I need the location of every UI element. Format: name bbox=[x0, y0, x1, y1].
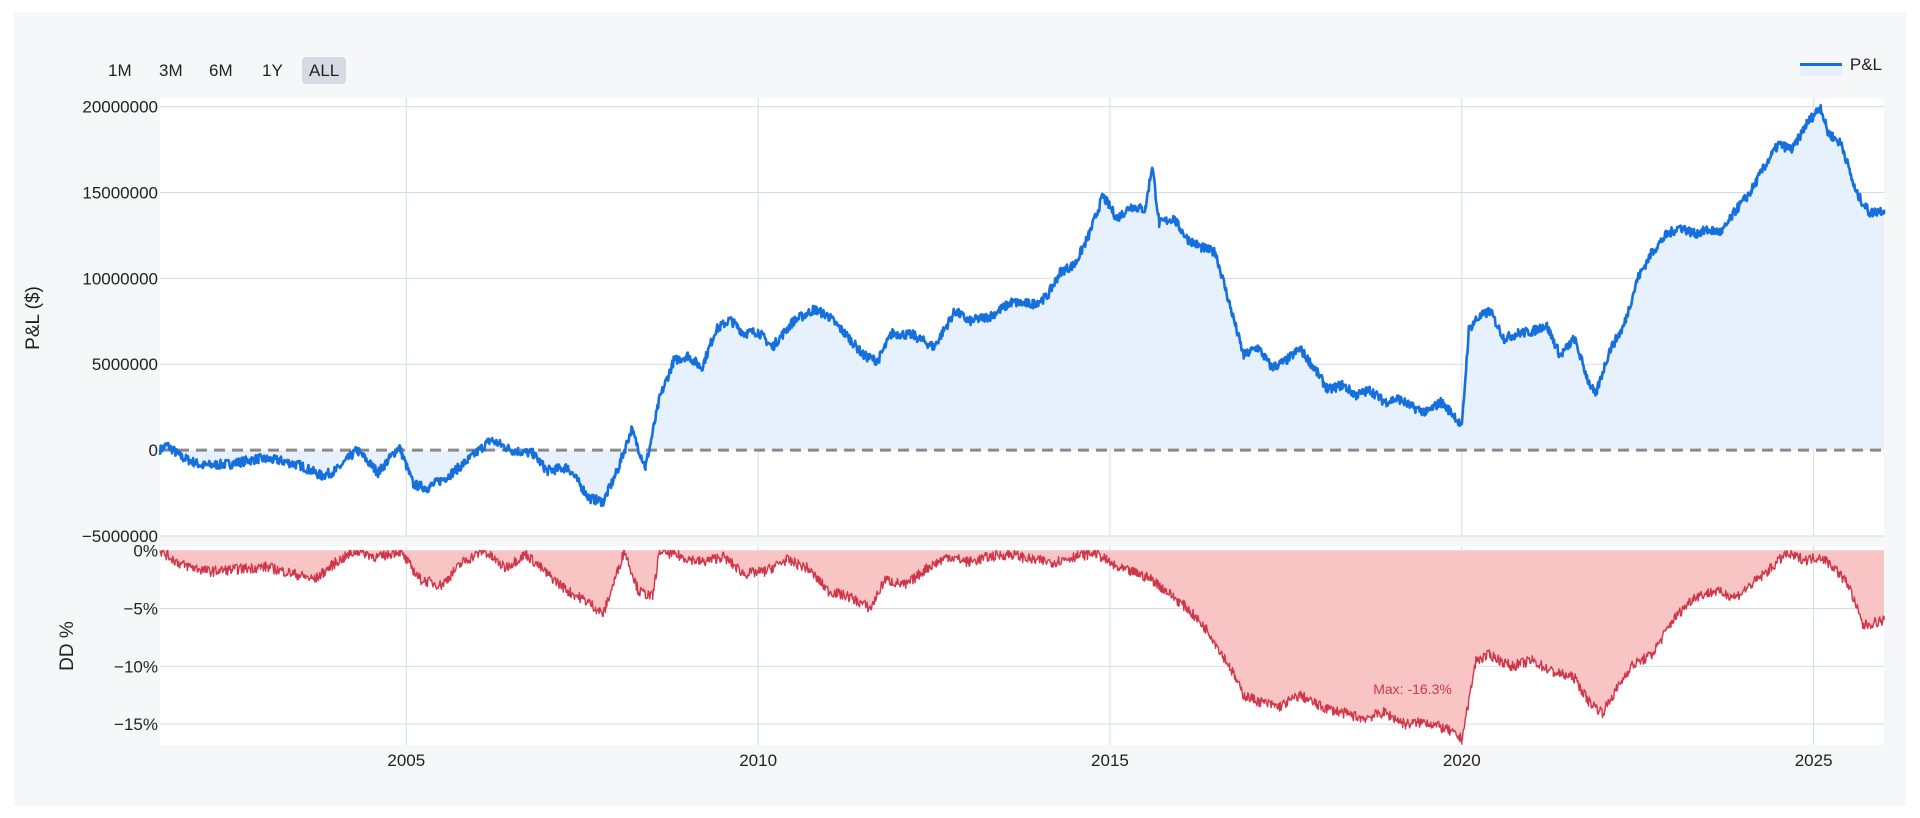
pnl-y-axis-title: P&L ($) bbox=[23, 286, 44, 350]
pnl-y-tick-label: 5000000 bbox=[92, 355, 158, 374]
x-tick-label: 2010 bbox=[739, 751, 777, 770]
pnl-y-tick-label: 10000000 bbox=[82, 269, 158, 288]
max-drawdown-annotation: Max: -16.3% bbox=[1373, 681, 1452, 697]
tick-layer: 2005 2010 2015 2020 2025 −5000000 0 5000000 1000… bbox=[82, 98, 1833, 770]
range-button-6m[interactable]: 6M bbox=[209, 61, 233, 80]
drawdown-line bbox=[159, 549, 1885, 745]
range-button-1m[interactable]: 1M bbox=[108, 61, 132, 80]
x-tick-label: 2025 bbox=[1795, 751, 1833, 770]
drawdown-area-fill bbox=[160, 550, 1884, 744]
pnl-y-tick-label: 0 bbox=[149, 441, 158, 460]
legend[interactable]: P&L bbox=[1799, 52, 1882, 78]
pnl-y-tick-label: −5000000 bbox=[82, 527, 158, 546]
dd-y-tick-label: −10% bbox=[114, 657, 158, 676]
range-button-3m[interactable]: 3M bbox=[159, 61, 183, 80]
dd-y-tick-label: 0% bbox=[133, 542, 158, 561]
dd-y-axis-title: DD % bbox=[57, 621, 78, 671]
legend-swatch-pnl bbox=[1799, 54, 1842, 76]
range-button-all[interactable]: ALL bbox=[302, 57, 347, 84]
pnl-y-tick-label: 20000000 bbox=[82, 98, 158, 117]
x-tick-label: 2020 bbox=[1443, 751, 1481, 770]
dd-y-tick-label: −5% bbox=[124, 599, 159, 618]
dd-y-tick-label: −15% bbox=[114, 715, 158, 734]
x-tick-label: 2005 bbox=[387, 751, 425, 770]
pnl-line bbox=[158, 103, 1886, 508]
legend-label-pnl: P&L bbox=[1849, 55, 1882, 74]
x-tick-label: 2015 bbox=[1091, 751, 1129, 770]
range-button-1y[interactable]: 1Y bbox=[262, 61, 283, 80]
line-layer bbox=[158, 103, 1886, 745]
pnl-y-tick-label: 15000000 bbox=[82, 183, 158, 202]
